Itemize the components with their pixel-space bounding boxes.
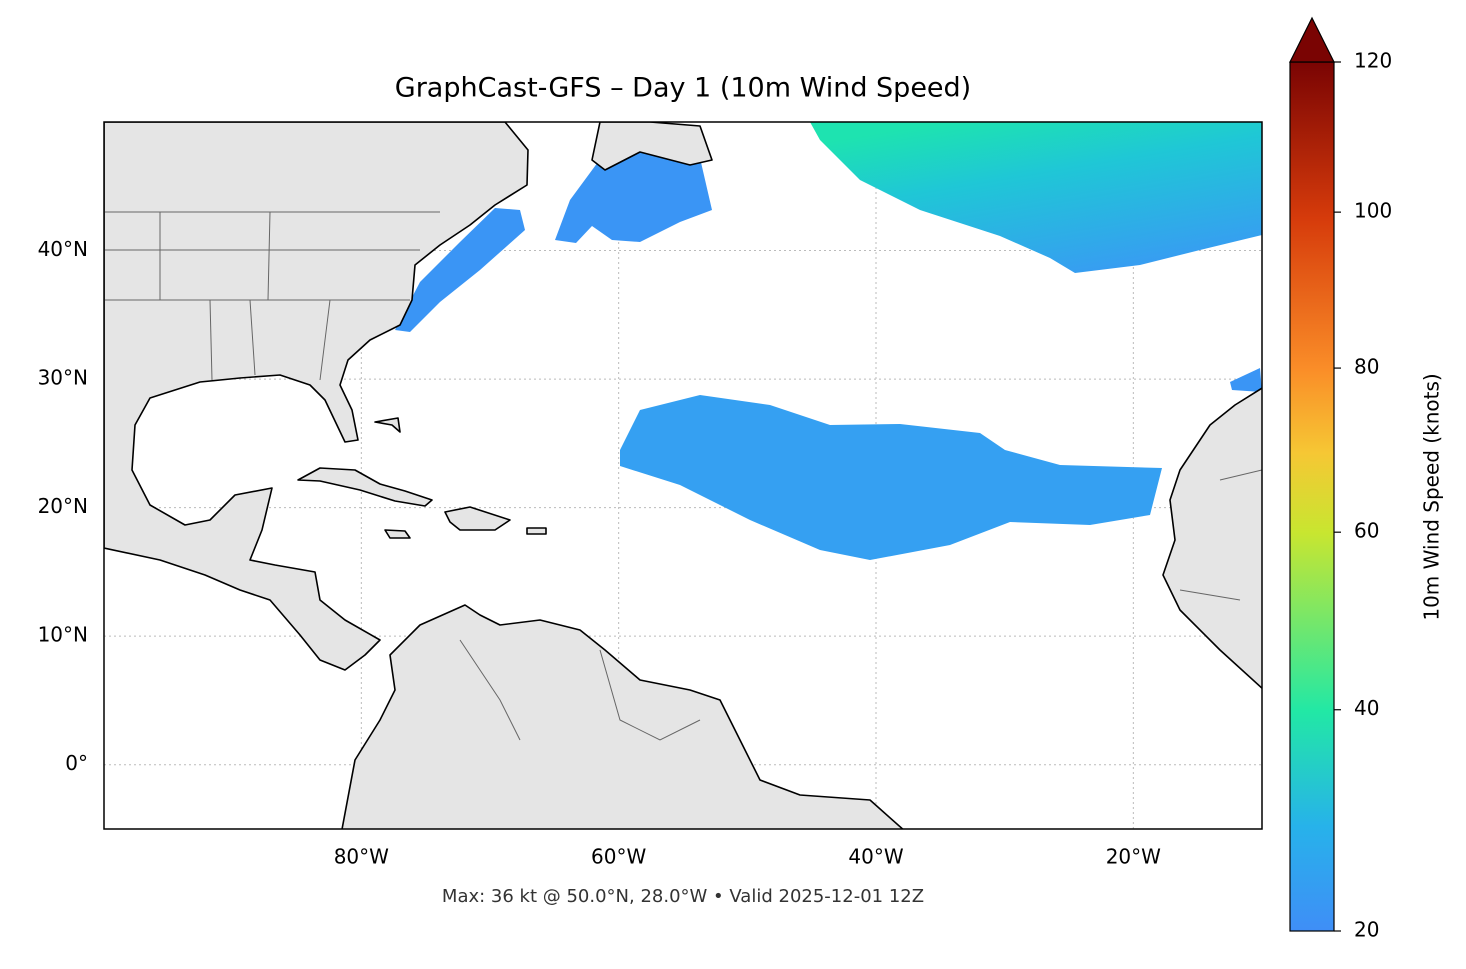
map-area bbox=[104, 122, 1262, 829]
wind-area bbox=[395, 208, 525, 332]
y-tick-label: 20°N bbox=[38, 494, 88, 518]
colorbar-tick-label: 40 bbox=[1354, 696, 1379, 720]
x-tick-label: 20°W bbox=[1106, 845, 1161, 869]
island bbox=[297, 467, 433, 507]
y-tick-label: 40°N bbox=[38, 237, 88, 261]
land bbox=[341, 604, 904, 829]
y-tick-label: 0° bbox=[65, 751, 88, 775]
land bbox=[1162, 387, 1262, 690]
colorbar: 10m Wind Speed (knots) 20 40 60 80 100 120 bbox=[1289, 16, 1444, 942]
x-tick-label: 60°W bbox=[591, 845, 646, 869]
y-tick-label: 30°N bbox=[38, 366, 88, 390]
x-tick-label: 80°W bbox=[334, 845, 389, 869]
colorbar-tick-label: 80 bbox=[1354, 355, 1379, 379]
y-tick-label: 10°N bbox=[38, 623, 88, 647]
wind-area bbox=[1230, 368, 1262, 392]
island bbox=[374, 417, 401, 433]
island bbox=[526, 527, 547, 535]
chart-title: GraphCast-GFS – Day 1 (10m Wind Speed) bbox=[395, 73, 971, 104]
colorbar-tick-label: 60 bbox=[1354, 519, 1379, 543]
wind-area bbox=[810, 122, 1262, 273]
x-tick-label: 40°W bbox=[848, 845, 903, 869]
land bbox=[104, 122, 529, 671]
land bbox=[591, 122, 713, 171]
colorbar-label: 10m Wind Speed (knots) bbox=[1420, 373, 1444, 620]
colorbar-scale bbox=[1289, 61, 1335, 932]
colorbar-tick-label: 100 bbox=[1354, 199, 1392, 223]
colorbar-tick-label: 20 bbox=[1354, 918, 1379, 942]
footer-note: Max: 36 kt @ 50.0°N, 28.0°W • Valid 2025… bbox=[442, 886, 924, 907]
colorbar-tick-label: 120 bbox=[1354, 49, 1392, 73]
wind-area bbox=[620, 395, 1162, 560]
borders bbox=[104, 211, 1262, 741]
plot-frame bbox=[103, 121, 1263, 830]
ticks: 80°W 60°W 40°W 20°W 0° 10°N 20°N 30°N 40°N bbox=[38, 237, 1162, 868]
island bbox=[444, 506, 511, 531]
island bbox=[384, 529, 411, 539]
colorbar-extend bbox=[1289, 16, 1335, 63]
